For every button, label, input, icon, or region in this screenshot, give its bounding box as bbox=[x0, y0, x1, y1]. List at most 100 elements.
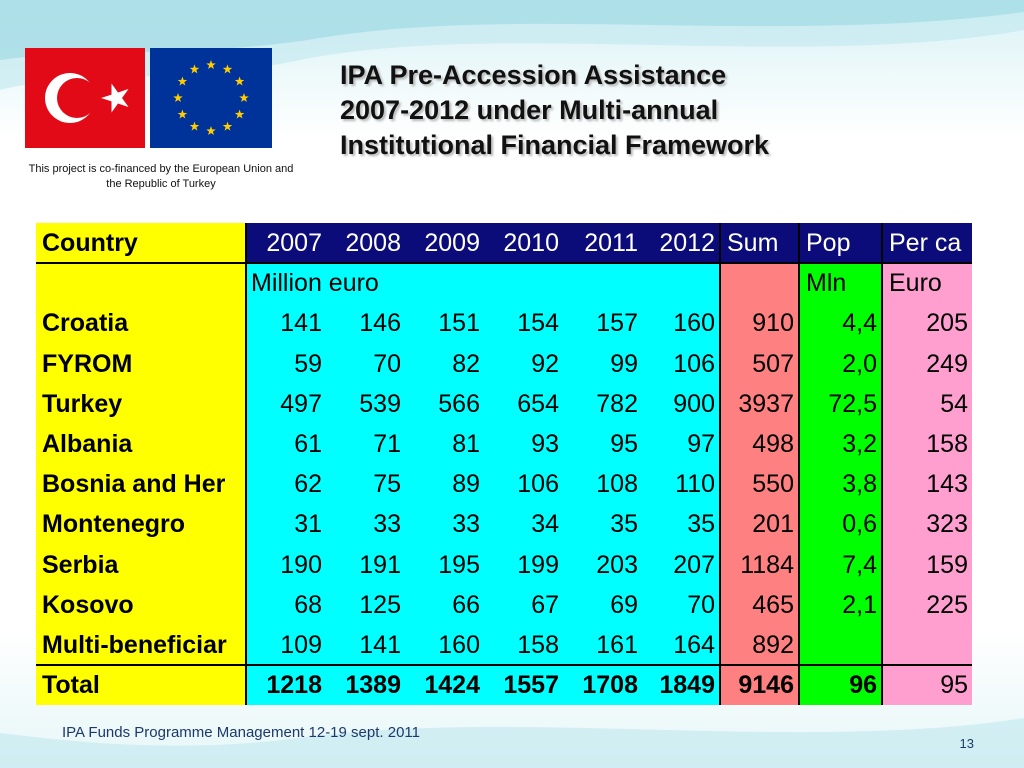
title-line-3: Institutional Financial Framework bbox=[340, 130, 770, 160]
sum-cell: 507 bbox=[721, 343, 800, 384]
country-cell: Serbia bbox=[36, 544, 247, 585]
footer-text: IPA Funds Programme Management 12-19 sep… bbox=[62, 724, 420, 741]
percap-cell: 143 bbox=[883, 464, 972, 505]
value-cell-2007: 68 bbox=[247, 584, 326, 625]
value-cell-2007: 59 bbox=[247, 343, 326, 384]
total-value-cell-2007: 1218 bbox=[247, 665, 326, 706]
unit-cell-euro: Euro bbox=[883, 263, 972, 304]
country-cell: Turkey bbox=[36, 383, 247, 424]
total-value-cell-2012: 1849 bbox=[642, 665, 721, 706]
value-cell-2010: 654 bbox=[484, 383, 563, 424]
value-cell-2012: 160 bbox=[642, 303, 721, 344]
percap-cell: 249 bbox=[883, 343, 972, 384]
total-value-cell-2010: 1557 bbox=[484, 665, 563, 706]
value-cell-2011: 161 bbox=[563, 625, 642, 666]
percap-cell: 323 bbox=[883, 504, 972, 545]
value-cell-2010: 106 bbox=[484, 464, 563, 505]
value-cell-2010: 93 bbox=[484, 424, 563, 465]
value-cell-2009: 566 bbox=[405, 383, 484, 424]
percap-cell: 54 bbox=[883, 383, 972, 424]
header-cell-sum: Sum bbox=[721, 223, 800, 264]
value-cell-2009: 82 bbox=[405, 343, 484, 384]
value-cell-2008: 71 bbox=[326, 424, 405, 465]
eu-star-icon bbox=[189, 64, 200, 74]
value-cell-2009: 81 bbox=[405, 424, 484, 465]
value-cell-2011: 69 bbox=[563, 584, 642, 625]
unit-cell-million-euro: Million euro bbox=[247, 263, 721, 304]
value-cell-2009: 160 bbox=[405, 625, 484, 666]
value-cell-2010: 154 bbox=[484, 303, 563, 344]
unit-cell-mln: Mln bbox=[800, 263, 883, 304]
value-cell-2012: 97 bbox=[642, 424, 721, 465]
eu-star-icon bbox=[222, 121, 233, 131]
pop-cell: 72,5 bbox=[800, 383, 883, 424]
sum-cell: 550 bbox=[721, 464, 800, 505]
eu-star-icon bbox=[222, 64, 233, 74]
page-title: IPA Pre-Accession Assistance 2007-2012 u… bbox=[340, 58, 940, 163]
page-number: 13 bbox=[959, 736, 974, 751]
pop-cell bbox=[800, 625, 883, 666]
eu-star-icon bbox=[239, 93, 249, 103]
unit-cell-sum bbox=[721, 263, 800, 304]
value-cell-2012: 900 bbox=[642, 383, 721, 424]
sum-cell: 201 bbox=[721, 504, 800, 545]
value-cell-2008: 125 bbox=[326, 584, 405, 625]
cofinanced-note: This project is co-financed by the Europ… bbox=[28, 163, 294, 190]
eu-star-icon bbox=[177, 76, 188, 86]
value-cell-2008: 75 bbox=[326, 464, 405, 505]
value-cell-2007: 31 bbox=[247, 504, 326, 545]
value-cell-2009: 33 bbox=[405, 504, 484, 545]
total-label-cell: Total bbox=[36, 665, 247, 706]
value-cell-2011: 95 bbox=[563, 424, 642, 465]
value-cell-2007: 62 bbox=[247, 464, 326, 505]
value-cell-2007: 61 bbox=[247, 424, 326, 465]
total-percap-cell: 95 bbox=[883, 665, 972, 706]
eu-star-icon bbox=[234, 76, 245, 86]
total-pop-cell: 96 bbox=[800, 665, 883, 706]
eu-star-icon bbox=[173, 93, 183, 103]
value-cell-2009: 195 bbox=[405, 544, 484, 585]
eu-star-icon bbox=[177, 109, 188, 119]
turkey-flag-icon bbox=[25, 48, 145, 148]
value-cell-2012: 70 bbox=[642, 584, 721, 625]
value-cell-2012: 207 bbox=[642, 544, 721, 585]
value-cell-2008: 70 bbox=[326, 343, 405, 384]
sum-cell: 1184 bbox=[721, 544, 800, 585]
pop-cell: 4,4 bbox=[800, 303, 883, 344]
table-separator-line bbox=[36, 262, 972, 265]
pop-cell: 0,6 bbox=[800, 504, 883, 545]
pop-cell: 2,1 bbox=[800, 584, 883, 625]
country-cell: Kosovo bbox=[36, 584, 247, 625]
value-cell-2009: 151 bbox=[405, 303, 484, 344]
sum-cell: 910 bbox=[721, 303, 800, 344]
value-cell-2007: 109 bbox=[247, 625, 326, 666]
value-cell-2012: 35 bbox=[642, 504, 721, 545]
total-value-cell-2008: 1389 bbox=[326, 665, 405, 706]
header-cell-2009: 2009 bbox=[405, 223, 484, 264]
value-cell-2008: 33 bbox=[326, 504, 405, 545]
header-cell-2010: 2010 bbox=[484, 223, 563, 264]
pop-cell: 2,0 bbox=[800, 343, 883, 384]
ipa-funding-table: Country 2007 2008 2009 2010 2011 2012 Sum Pop Per… bbox=[36, 223, 972, 706]
percap-cell bbox=[883, 625, 972, 666]
eu-star-icon bbox=[234, 109, 245, 119]
pop-cell: 7,4 bbox=[800, 544, 883, 585]
header-cell-per-ca: Per ca bbox=[883, 223, 972, 264]
unit-cell-country bbox=[36, 263, 247, 304]
value-cell-2011: 782 bbox=[563, 383, 642, 424]
pop-cell: 3,8 bbox=[800, 464, 883, 505]
value-cell-2011: 108 bbox=[563, 464, 642, 505]
value-cell-2010: 199 bbox=[484, 544, 563, 585]
table-separator-line bbox=[36, 664, 972, 667]
value-cell-2009: 89 bbox=[405, 464, 484, 505]
eu-star-icon bbox=[189, 121, 200, 131]
country-cell: Albania bbox=[36, 424, 247, 465]
country-cell: Multi-beneficiar bbox=[36, 625, 247, 666]
value-cell-2010: 67 bbox=[484, 584, 563, 625]
eu-flag-icon bbox=[150, 48, 272, 148]
pop-cell: 3,2 bbox=[800, 424, 883, 465]
title-line-2: 2007-2012 under Multi-annual bbox=[340, 95, 719, 125]
header-cell-pop: Pop bbox=[800, 223, 883, 264]
value-cell-2008: 539 bbox=[326, 383, 405, 424]
value-cell-2011: 157 bbox=[563, 303, 642, 344]
